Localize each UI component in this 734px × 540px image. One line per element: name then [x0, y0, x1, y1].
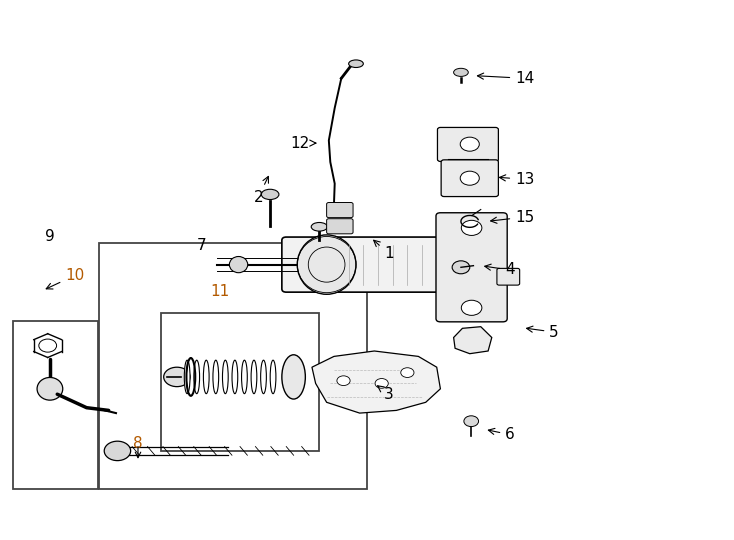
Ellipse shape [213, 360, 219, 394]
Ellipse shape [349, 60, 363, 68]
FancyBboxPatch shape [327, 219, 353, 234]
Circle shape [401, 368, 414, 377]
Ellipse shape [184, 360, 190, 394]
Circle shape [464, 416, 479, 427]
Ellipse shape [270, 360, 276, 394]
Bar [99, 243, 367, 489]
Ellipse shape [454, 68, 468, 76]
Text: 12: 12 [290, 136, 316, 151]
Text: 4: 4 [484, 262, 515, 278]
Ellipse shape [282, 355, 305, 399]
Text: 7: 7 [197, 238, 207, 253]
Text: 14: 14 [477, 71, 534, 86]
Polygon shape [454, 327, 492, 354]
Ellipse shape [232, 360, 238, 394]
FancyBboxPatch shape [497, 268, 520, 285]
Ellipse shape [311, 222, 327, 231]
Text: 6: 6 [488, 427, 515, 442]
Circle shape [39, 339, 57, 352]
Ellipse shape [194, 360, 200, 394]
Circle shape [452, 261, 470, 274]
Ellipse shape [203, 360, 209, 394]
Text: 9: 9 [45, 229, 55, 244]
Text: 13: 13 [499, 172, 534, 187]
Text: 3: 3 [377, 386, 394, 402]
FancyBboxPatch shape [282, 237, 448, 292]
Ellipse shape [261, 189, 279, 199]
Circle shape [461, 300, 482, 315]
Circle shape [460, 137, 479, 151]
Text: 2: 2 [253, 177, 269, 205]
Circle shape [164, 367, 190, 387]
Text: 1: 1 [374, 240, 394, 261]
FancyBboxPatch shape [437, 127, 498, 161]
Ellipse shape [251, 360, 257, 394]
Circle shape [461, 220, 482, 235]
Text: 15: 15 [490, 210, 534, 225]
Bar [13, 321, 98, 489]
Ellipse shape [222, 360, 228, 394]
Circle shape [104, 441, 131, 461]
FancyBboxPatch shape [436, 213, 507, 322]
Text: 8: 8 [133, 436, 143, 451]
Polygon shape [312, 351, 440, 413]
Ellipse shape [241, 360, 247, 394]
Ellipse shape [261, 360, 266, 394]
FancyBboxPatch shape [327, 202, 353, 218]
Circle shape [337, 376, 350, 386]
Circle shape [460, 171, 479, 185]
Text: 5: 5 [526, 325, 559, 340]
FancyBboxPatch shape [441, 160, 498, 197]
Bar [161, 313, 319, 451]
Circle shape [375, 379, 388, 388]
Ellipse shape [297, 235, 356, 294]
Ellipse shape [37, 377, 63, 400]
Ellipse shape [229, 256, 248, 273]
Text: 10: 10 [46, 268, 84, 289]
Text: 11: 11 [211, 284, 230, 299]
